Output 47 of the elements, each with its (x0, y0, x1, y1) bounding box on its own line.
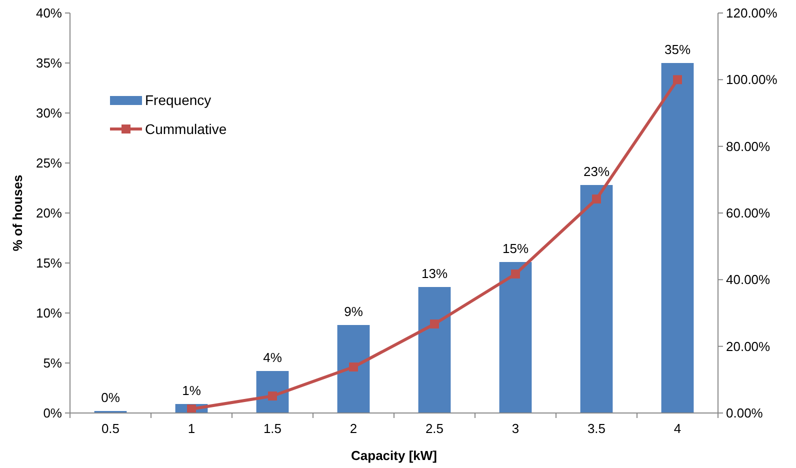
point (349, 362, 358, 372)
y2-tick-label: 0.00% (726, 406, 764, 421)
point (673, 75, 682, 84)
x-tick-label: 4 (674, 421, 682, 436)
legend-label: Cummulative (145, 120, 227, 137)
data-label: 0% (101, 390, 120, 405)
y-axis-title: % of houses (10, 174, 25, 252)
y-tick-label: 35% (36, 56, 62, 71)
data-label: 35% (664, 42, 691, 57)
x-axis-title: Capacity [kW] (351, 448, 437, 463)
y2-tick-label: 60.00% (726, 206, 771, 221)
x-tick-label: 3 (512, 421, 520, 436)
y-tick-label: 25% (36, 156, 62, 171)
y-tick-label: 5% (43, 356, 62, 371)
y2-tick-label: 40.00% (726, 272, 771, 288)
y-tick-label: 20% (36, 206, 62, 221)
data-label: 9% (344, 304, 364, 319)
y-tick-label: 40% (36, 6, 62, 21)
bar (580, 185, 613, 413)
y2-tick-label: 80.00% (726, 138, 771, 154)
data-label: 4% (263, 350, 282, 365)
point (511, 270, 520, 278)
y2-tick-label: 20.00% (726, 338, 771, 354)
data-label: 15% (502, 241, 529, 256)
x-tick-label: 2.5 (425, 421, 444, 436)
data-label: 1% (182, 383, 202, 398)
y-tick-label: 10% (36, 306, 62, 321)
point (268, 392, 277, 400)
y-tick-label: 30% (36, 106, 62, 121)
y-tick-label: 0% (43, 406, 62, 421)
bar (337, 325, 370, 413)
bar (661, 63, 694, 413)
legend-label: Frequency (145, 92, 212, 108)
x-tick-label: 0.5 (101, 421, 120, 436)
x-tick-label: 2 (350, 421, 358, 436)
y2-tick-label: 120.00% (726, 6, 778, 21)
data-label: 23% (583, 164, 610, 179)
x-tick-label: 1.5 (263, 421, 282, 436)
bar (499, 262, 532, 413)
y2-tick-label: 100.00% (726, 72, 778, 88)
data-label: 13% (421, 266, 448, 281)
point (592, 194, 601, 204)
point (430, 320, 439, 328)
x-tick-label: 3.5 (587, 421, 606, 436)
x-tick-label: 1 (188, 421, 196, 436)
y-tick-label: 15% (36, 256, 62, 271)
bar (418, 287, 451, 413)
